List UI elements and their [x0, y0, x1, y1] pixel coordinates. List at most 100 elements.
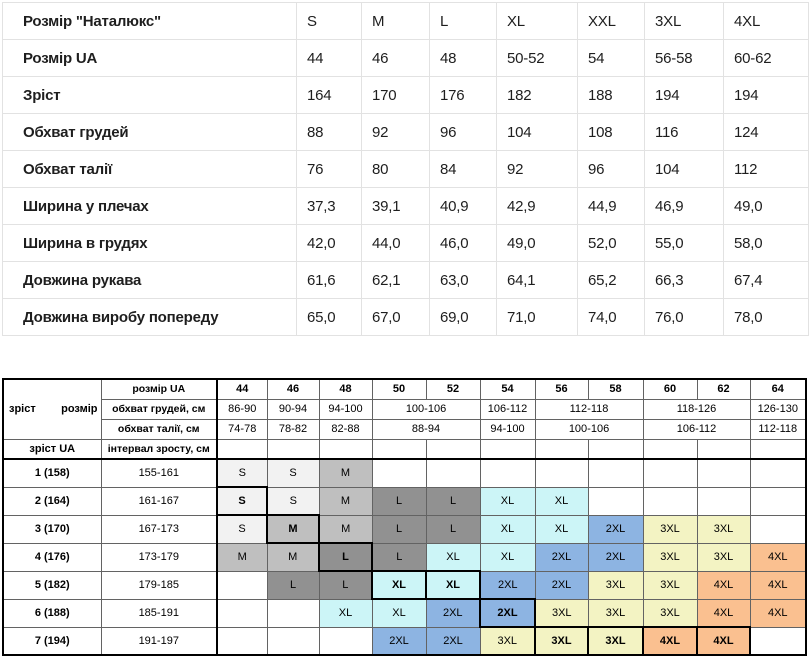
size-cell: 2XL: [425, 626, 481, 656]
measurement-value: 76,0: [644, 298, 724, 336]
measurement-value: L: [429, 2, 497, 40]
size-ua-header-cell: 60: [642, 378, 698, 400]
size-cell: 2XL: [479, 598, 536, 628]
waist-range-cell: 100-106: [534, 418, 644, 440]
corner-height-label: зріст: [9, 402, 36, 415]
size-cell: [696, 458, 751, 488]
height-row: 7 (194) 191-197 2XL 2XL 3XL 3XL 3XL 4XL 4XL: [2, 626, 807, 656]
waist-range-cell: 94-100: [479, 418, 536, 440]
size-cell: XL: [479, 542, 536, 572]
header-spacer-cell: [534, 438, 589, 460]
measurement-value: 71,0: [496, 298, 578, 336]
size-header-row: зріст розмір розмір UA 44 46 48 50 52 54 56 58 60 62…: [2, 378, 807, 440]
interval-cell: 185-191: [100, 598, 218, 628]
size-cell: S: [216, 458, 268, 488]
chest-range-cell: 126-130: [749, 398, 807, 420]
height-label-cell: 5 (182): [2, 570, 102, 600]
size-cell: [266, 626, 320, 656]
size-cell: [696, 486, 751, 516]
header-spacer-cell: [479, 438, 536, 460]
size-cell: 3XL: [642, 542, 698, 572]
size-cell: [587, 486, 644, 516]
size-cell: M: [266, 514, 320, 544]
measurement-value: XL: [496, 2, 578, 40]
measurement-value: 64,1: [496, 261, 578, 299]
size-cell: 3XL: [642, 514, 698, 544]
size-selection-table: зріст розмір розмір UA 44 46 48 50 52 54 56 58 60 62…: [2, 378, 807, 656]
measurement-value: 40,9: [429, 187, 497, 225]
size-ua-header-cell: 46: [266, 378, 320, 400]
measurement-value: 104: [644, 150, 724, 188]
size-cell: [749, 486, 807, 516]
waist-range-cell: 106-112: [642, 418, 751, 440]
size-cell: L: [425, 514, 481, 544]
header-spacer-cell: [696, 438, 751, 460]
measurement-label: Зріст: [2, 76, 297, 114]
measurement-value: 46,9: [644, 187, 724, 225]
size-cell: [749, 514, 807, 544]
measurement-value: 49,0: [496, 224, 578, 262]
size-cell: 4XL: [642, 626, 698, 656]
measurement-row: Зріст 164 170 176 182 188 194 194: [2, 76, 809, 114]
measurement-value: 49,0: [723, 187, 809, 225]
size-cell: XL: [425, 542, 481, 572]
size-cell: 3XL: [642, 570, 698, 600]
size-cell: 2XL: [534, 542, 589, 572]
measurement-value: 92: [496, 150, 578, 188]
size-cell: 4XL: [696, 570, 751, 600]
size-ua-header-cell: 64: [749, 378, 807, 400]
size-ua-header-cell: 52: [425, 378, 481, 400]
size-cell: M: [318, 458, 373, 488]
waist-range-cell: 82-88: [318, 418, 373, 440]
measurement-value: 116: [644, 113, 724, 151]
size-cell: M: [216, 542, 268, 572]
height-label-cell: 2 (164): [2, 486, 102, 516]
measurement-value: 58,0: [723, 224, 809, 262]
size-cell: M: [318, 514, 373, 544]
measurement-value: 46,0: [429, 224, 497, 262]
measurement-label: Обхват талії: [2, 150, 297, 188]
measurement-value: 42,0: [296, 224, 362, 262]
size-cell: 4XL: [696, 598, 751, 628]
measurement-value: 108: [577, 113, 645, 151]
header-spacer-cell: [587, 438, 644, 460]
chest-range-cell: 118-126: [642, 398, 751, 420]
size-cell: 2XL: [479, 570, 536, 600]
measurement-value: 182: [496, 76, 578, 114]
size-cell: 3XL: [534, 626, 589, 656]
waist-range-cell: 88-94: [371, 418, 481, 440]
size-cell: 3XL: [587, 626, 644, 656]
size-cell: XL: [371, 570, 427, 600]
size-cell: 4XL: [749, 570, 807, 600]
measurement-value: 96: [577, 150, 645, 188]
measurement-value: 194: [723, 76, 809, 114]
height-row: 6 (188) 185-191 XL XL 2XL 2XL 3XL 3XL 3XL 4XL 4XL: [2, 598, 807, 628]
size-cell: XL: [534, 514, 589, 544]
size-cell: [642, 458, 698, 488]
height-label-cell: 1 (158): [2, 458, 102, 488]
measurement-value: 67,4: [723, 261, 809, 299]
size-cell: L: [318, 570, 373, 600]
measurement-value: 42,9: [496, 187, 578, 225]
interval-cell: 179-185: [100, 570, 218, 600]
measurement-value: 80: [361, 150, 430, 188]
size-ua-header-cell: 54: [479, 378, 536, 400]
measurement-row: Ширина в грудях 42,0 44,0 46,0 49,0 52,0 55,0 5…: [2, 224, 809, 262]
size-cell: S: [266, 486, 320, 516]
measurement-value: 96: [429, 113, 497, 151]
measurement-value: 48: [429, 39, 497, 77]
height-row: 3 (170) 167-173 S M M L L XL XL 2XL 3XL 3XL: [2, 514, 807, 544]
measurement-row: Обхват грудей 88 92 96 104 108 116 124: [2, 113, 809, 151]
measurement-value: 60-62: [723, 39, 809, 77]
header-spacer-cell: [749, 438, 807, 460]
measurement-row: Обхват талії 76 80 84 92 96 104 112: [2, 150, 809, 188]
measurement-value: 63,0: [429, 261, 497, 299]
measurement-value: 55,0: [644, 224, 724, 262]
waist-range-cell: 74-78: [216, 418, 268, 440]
size-ua-header-cell: 50: [371, 378, 427, 400]
size-cell: [587, 458, 644, 488]
height-row: 5 (182) 179-185 L L XL XL 2XL 2XL 3XL 3XL 4XL 4XL: [2, 570, 807, 600]
size-cell: L: [266, 570, 320, 600]
interval-cell: 155-161: [100, 458, 218, 488]
height-label-cell: 4 (176): [2, 542, 102, 572]
